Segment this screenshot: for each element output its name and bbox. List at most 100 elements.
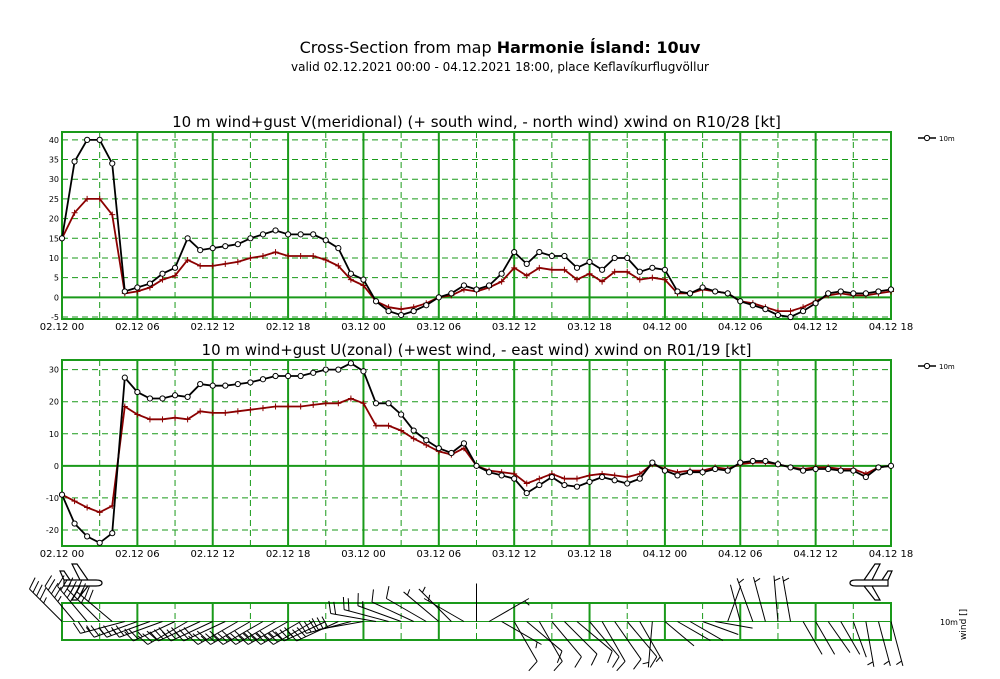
barb-feather	[161, 631, 172, 642]
point-10m	[335, 245, 342, 252]
barb-staff	[357, 605, 402, 622]
barb-feather	[192, 633, 203, 643]
barb-staff	[29, 588, 63, 622]
barb-staff	[93, 621, 138, 638]
point-10m	[862, 473, 869, 481]
barb-feather	[179, 629, 189, 640]
wind-barb	[702, 621, 739, 635]
point-gust	[96, 195, 103, 202]
point-10m	[272, 227, 279, 234]
x-tick-label: 02.12 06	[115, 549, 160, 560]
wind-barb	[890, 621, 904, 667]
barb-feather	[72, 622, 81, 634]
barb-feather	[612, 656, 620, 668]
x-tick-label: 02.12 06	[115, 322, 160, 333]
point-gust	[247, 254, 254, 261]
point-10m	[96, 539, 103, 546]
point-10m	[171, 264, 179, 271]
point-10m	[661, 467, 669, 474]
barb-staff	[840, 621, 861, 655]
point-10m	[825, 465, 832, 473]
point-10m	[197, 247, 204, 254]
point-gust	[373, 422, 380, 429]
point-10m	[649, 264, 656, 271]
point-10m	[724, 290, 731, 297]
wind-barb	[677, 621, 711, 641]
barb-half-feather	[642, 661, 649, 665]
point-gust	[649, 274, 656, 281]
point-10m	[749, 302, 756, 309]
barb-staff	[664, 621, 695, 647]
point-10m	[749, 457, 756, 465]
wind-barb	[538, 621, 563, 672]
wind-barb-panel: 10m wind []	[29, 563, 969, 672]
point-gust	[159, 276, 166, 283]
point-gust	[172, 414, 179, 421]
barb-feather	[124, 631, 134, 642]
point-10m	[385, 308, 392, 315]
point-10m	[699, 284, 706, 291]
barb-feather	[333, 601, 337, 615]
legend-label: 10m	[939, 135, 955, 143]
point-10m	[398, 311, 405, 319]
point-gust	[624, 474, 631, 481]
wind-barb	[865, 621, 875, 667]
barb-feather	[311, 618, 319, 630]
barb-feather	[44, 575, 53, 587]
barb-feather	[238, 635, 249, 645]
wind-barb	[773, 575, 781, 622]
legend-label: 10m	[939, 363, 955, 371]
barb-staff	[589, 621, 620, 658]
point-10m	[674, 472, 681, 479]
y-tick-label: 0	[54, 462, 59, 471]
point-10m	[661, 266, 669, 273]
wind-barb	[689, 621, 724, 641]
barb-staff	[890, 621, 904, 667]
point-gust	[172, 272, 179, 279]
wind-barb	[736, 578, 754, 622]
point-10m	[146, 395, 154, 402]
barb-staff	[403, 591, 440, 622]
barb-staff	[170, 621, 213, 642]
point-gust	[410, 435, 417, 442]
point-gust	[599, 278, 606, 285]
point-gust	[536, 475, 543, 482]
point-10m	[573, 264, 581, 271]
point-gust	[285, 253, 292, 260]
point-10m	[423, 437, 430, 444]
point-gust	[624, 268, 631, 275]
point-10m	[360, 276, 367, 283]
barb-staff	[773, 575, 779, 622]
point-10m	[146, 280, 154, 287]
point-10m	[247, 379, 254, 386]
point-10m	[372, 298, 380, 305]
chart-title-bold: Harmonie Ísland: 10uv	[496, 38, 701, 57]
point-10m	[448, 290, 455, 297]
point-10m	[799, 308, 807, 315]
wind-barb	[29, 577, 63, 622]
point-10m	[536, 481, 543, 489]
point-10m	[134, 388, 141, 396]
point-10m	[448, 449, 455, 457]
wind-barb	[311, 616, 364, 630]
chart-main-title: Cross-Section from map Harmonie Ísland: …	[0, 38, 1000, 57]
barb-level-label: 10m	[940, 618, 958, 627]
barb-staff	[827, 621, 851, 653]
wind-barb	[576, 621, 613, 664]
wind-barb	[753, 576, 766, 622]
point-gust	[71, 209, 78, 216]
y-tick-label: 30	[49, 366, 59, 375]
x-tick-label: 03.12 18	[567, 549, 612, 560]
wind-barb	[564, 621, 598, 666]
barb-feather	[200, 635, 211, 645]
barb-feather	[342, 596, 345, 610]
barb-feather	[70, 580, 77, 593]
x-tick-label: 03.12 06	[417, 322, 462, 333]
barb-feather	[98, 627, 108, 638]
barb-staff	[318, 621, 364, 630]
point-10m	[58, 235, 66, 242]
point-10m	[837, 467, 844, 474]
point-gust	[146, 416, 153, 423]
barb-staff	[76, 591, 113, 622]
point-10m	[548, 252, 555, 260]
